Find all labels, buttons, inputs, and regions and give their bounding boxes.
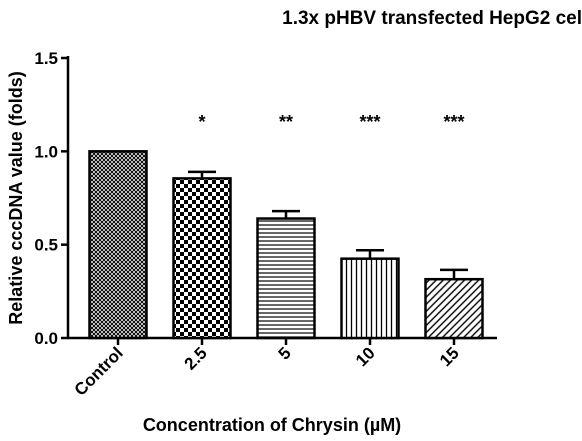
bar [172,177,232,340]
significance-label: * [198,112,205,132]
y-tick-label: 0.0 [34,329,58,348]
error-bar [440,268,468,280]
bar [256,217,316,340]
x-tick-label: 2.5 [181,343,211,373]
significance-label: *** [359,112,380,132]
bar [88,150,148,340]
y-tick-label: 1.5 [34,49,58,68]
x-tick-label: 5 [275,343,295,363]
y-tick-label: 0.5 [34,236,58,255]
significance-label: ** [279,112,293,132]
x-tick-label: 10 [352,343,379,370]
bar [424,277,484,340]
x-tick-label: 15 [436,343,463,370]
error-bar [356,249,384,259]
significance-label: *** [443,112,464,132]
x-axis-label: Concentration of Chrysin (µM) [143,415,401,435]
y-axis-label: Relative cccDNA value (folds) [6,71,26,324]
y-tick-label: 1.0 [34,142,58,161]
bar [340,257,400,340]
chart-title: 1.3x pHBV transfected HepG2 cells [282,8,582,29]
x-tick-label: Control [71,343,127,399]
